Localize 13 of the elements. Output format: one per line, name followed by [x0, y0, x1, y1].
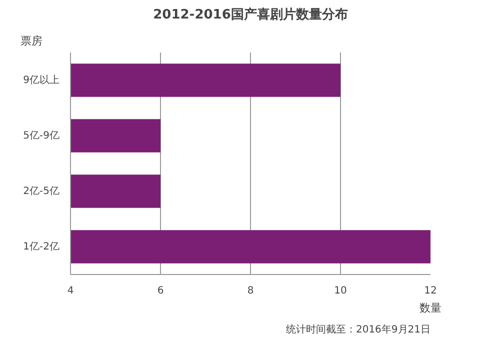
chart-title: 2012-2016国产喜剧片数量分布: [153, 6, 348, 22]
y-tick-label: 2亿-5亿: [23, 186, 60, 197]
text: 统计时间截至：2016年9月21日: [286, 324, 431, 336]
y-tick-label: 9亿以上: [23, 74, 60, 86]
y-tick-label: 1亿-2亿: [23, 241, 60, 252]
y-tick-label: 5亿-9亿: [23, 130, 60, 142]
x-tick-label: 10: [334, 286, 347, 296]
y-axis-title: 票房: [20, 34, 42, 48]
x-tick-label: 12: [424, 286, 437, 296]
x-tick-label: 4: [67, 286, 74, 296]
x-axis-title: 数量: [420, 302, 442, 314]
x-tick-label: 8: [247, 286, 254, 296]
x-tick-label: 6: [157, 286, 164, 296]
